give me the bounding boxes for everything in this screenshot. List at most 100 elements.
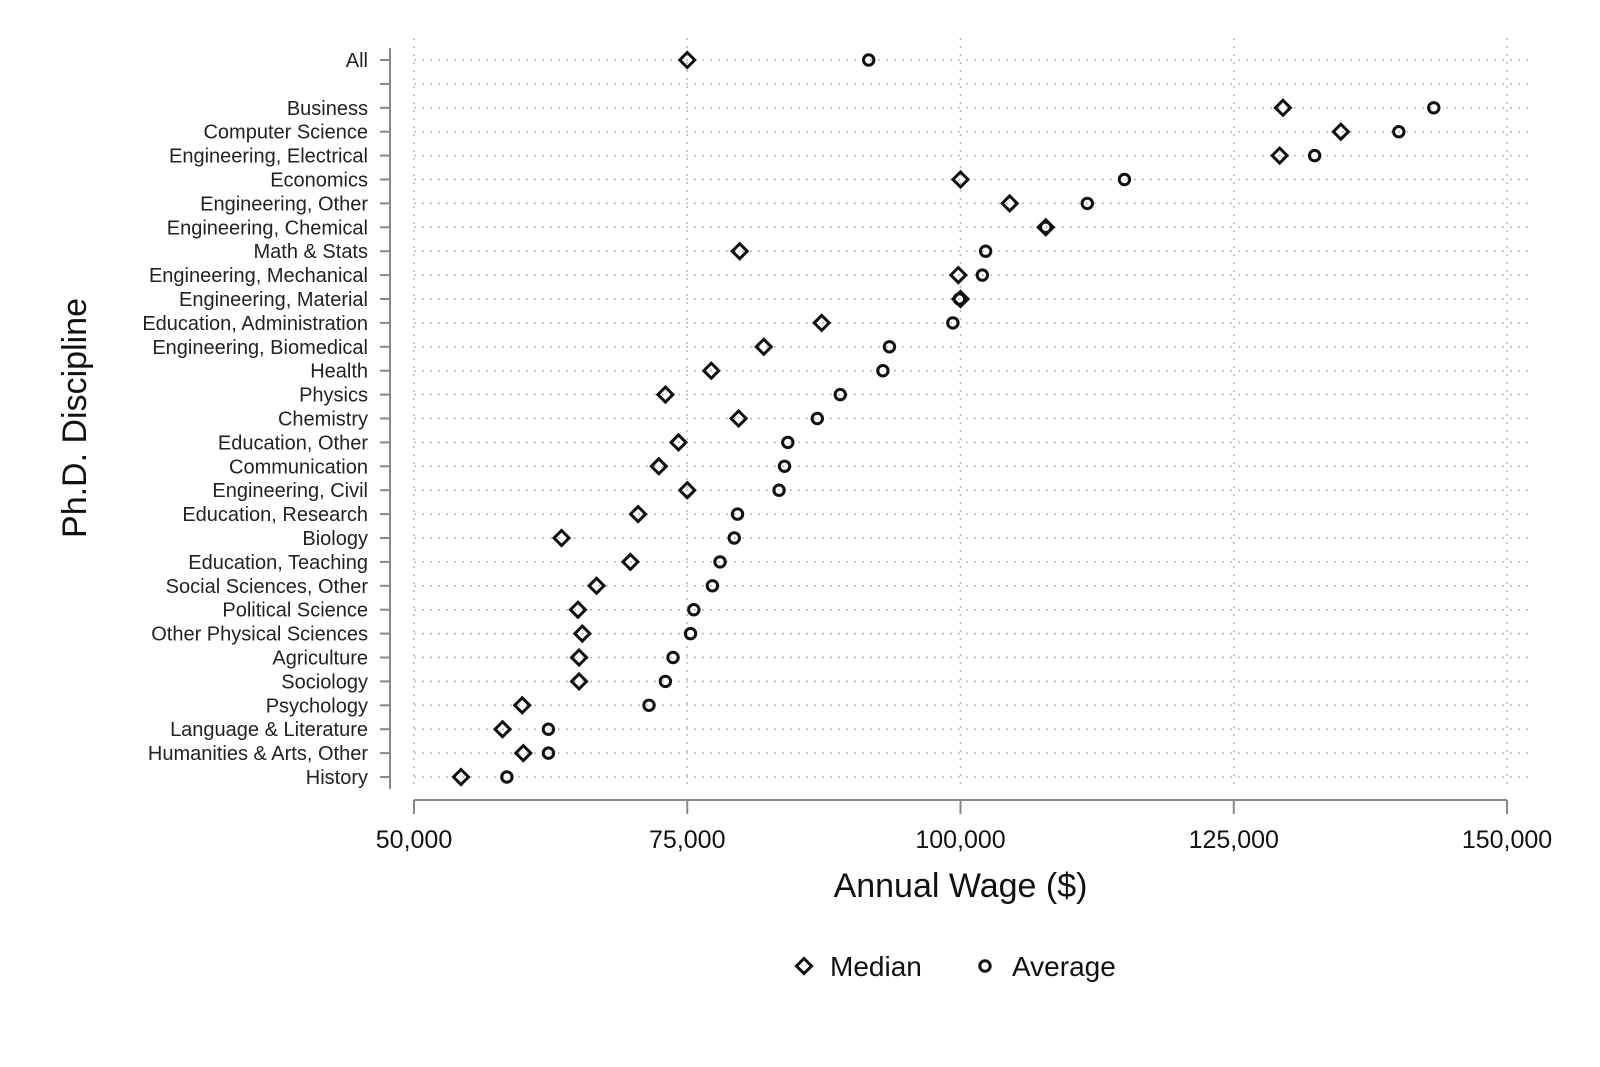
median-point-other-physical-sciences xyxy=(572,623,592,644)
average-point-education-administration xyxy=(946,316,960,330)
median-point-social-sciences-other xyxy=(586,576,607,596)
average-point-social-sciences-other xyxy=(705,579,720,593)
median-point-engineering-other xyxy=(1000,193,1020,214)
median-point-sociology xyxy=(569,671,589,692)
average-point-all xyxy=(861,53,876,67)
median-point-biology xyxy=(551,528,572,548)
average-point-engineering-mechanical xyxy=(975,268,990,282)
category-label-agriculture: Agriculture xyxy=(272,648,368,670)
legend-average-marker xyxy=(978,959,992,973)
category-label-humanities-arts-other: Humanities & Arts, Other xyxy=(148,743,368,765)
median-point-engineering-mechanical xyxy=(948,265,968,285)
median-point-language-literature xyxy=(492,719,513,739)
category-label-history: History xyxy=(306,767,368,789)
category-label-all: All xyxy=(346,50,368,72)
category-label-economics: Economics xyxy=(270,170,368,192)
average-point-psychology xyxy=(642,698,656,712)
median-point-all xyxy=(677,50,697,70)
x-tick-label: 100,000 xyxy=(915,826,1005,854)
grid-lines xyxy=(413,38,1530,786)
legend-median-label: Median xyxy=(830,951,922,982)
category-label-chemistry: Chemistry xyxy=(278,409,368,431)
category-label-education-other: Education, Other xyxy=(218,432,368,454)
x-axis-title: Annual Wage ($) xyxy=(834,867,1088,905)
legend-median-marker xyxy=(794,956,814,976)
median-point-humanities-arts-other xyxy=(513,743,533,763)
average-point-engineering-biomedical xyxy=(882,340,897,354)
average-point-sociology xyxy=(658,674,673,689)
category-label-social-sciences-other: Social Sciences, Other xyxy=(166,576,369,598)
median-point-physics xyxy=(655,384,676,405)
average-point-health xyxy=(876,364,890,378)
median-point-economics xyxy=(950,169,971,190)
data-marks xyxy=(451,50,1441,787)
median-point-health xyxy=(701,361,721,381)
legend: Median Average xyxy=(794,951,1116,982)
median-point-engineering-biomedical xyxy=(754,337,774,357)
category-label-math-stats: Math & Stats xyxy=(254,241,369,263)
category-label-engineering-other: Engineering, Other xyxy=(200,193,368,215)
category-label-sociology: Sociology xyxy=(281,671,368,693)
x-tick-label: 50,000 xyxy=(376,826,452,854)
median-point-business xyxy=(1273,98,1293,118)
median-point-agriculture xyxy=(569,647,589,668)
category-label-political-science: Political Science xyxy=(222,600,368,622)
average-point-education-other xyxy=(781,435,795,450)
category-label-language-literature: Language & Literature xyxy=(170,719,368,741)
category-label-physics: Physics xyxy=(299,385,368,407)
category-label-education-administration: Education, Administration xyxy=(142,313,368,335)
category-label-business: Business xyxy=(287,98,368,120)
average-point-education-teaching xyxy=(713,555,727,569)
category-label-engineering-electrical: Engineering, Electrical xyxy=(169,146,368,168)
median-point-history xyxy=(451,767,471,787)
median-point-education-research xyxy=(628,504,648,524)
axes xyxy=(380,48,1508,814)
x-tick-label: 125,000 xyxy=(1189,826,1279,854)
median-point-engineering-civil xyxy=(677,480,697,500)
average-point-engineering-chemical xyxy=(1039,220,1053,235)
average-point-education-research xyxy=(730,507,745,521)
category-label-health: Health xyxy=(310,361,368,383)
average-point-economics xyxy=(1117,172,1132,187)
category-label-education-teaching: Education, Teaching xyxy=(188,552,368,574)
average-point-chemistry xyxy=(810,411,825,426)
x-tick-label: 75,000 xyxy=(649,826,725,854)
average-point-physics xyxy=(833,387,847,402)
median-point-psychology xyxy=(512,695,532,715)
x-tick-labels: 50,000 75,000 100,000 125,000 150,000 xyxy=(376,826,1552,854)
average-point-agriculture xyxy=(666,650,680,665)
average-point-engineering-material xyxy=(952,292,967,306)
average-point-engineering-civil xyxy=(772,483,786,497)
median-point-chemistry xyxy=(728,408,749,429)
average-point-history xyxy=(500,770,514,784)
average-point-engineering-electrical xyxy=(1307,148,1322,163)
average-point-biology xyxy=(727,531,741,545)
category-label-engineering-biomedical: Engineering, Biomedical xyxy=(152,337,368,359)
category-label-education-research: Education, Research xyxy=(182,504,368,526)
average-point-political-science xyxy=(687,603,701,617)
category-label-engineering-civil: Engineering, Civil xyxy=(212,480,368,502)
category-label-communication: Communication xyxy=(229,456,368,478)
median-point-communication xyxy=(649,456,669,476)
category-label-computer-science: Computer Science xyxy=(203,122,368,144)
median-point-political-science xyxy=(568,600,588,620)
category-label-biology: Biology xyxy=(302,528,368,550)
category-label-psychology: Psychology xyxy=(266,695,368,717)
average-point-computer-science xyxy=(1392,125,1406,139)
y-axis-title: Ph.D. Discipline xyxy=(56,298,94,538)
median-point-education-teaching xyxy=(620,552,641,572)
median-point-computer-science xyxy=(1331,122,1351,142)
category-label-engineering-material: Engineering, Material xyxy=(179,289,368,311)
category-label-other-physical-sciences: Other Physical Sciences xyxy=(151,624,368,646)
average-point-math-stats xyxy=(978,244,993,258)
legend-average-label: Average xyxy=(1012,951,1116,982)
average-point-humanities-arts-other xyxy=(541,746,556,760)
median-point-engineering-electrical xyxy=(1270,145,1290,166)
average-point-communication xyxy=(777,459,792,473)
average-point-engineering-other xyxy=(1080,196,1094,211)
average-point-language-literature xyxy=(541,722,556,736)
x-tick-label: 150,000 xyxy=(1462,826,1552,854)
average-point-business xyxy=(1427,101,1441,115)
median-point-education-other xyxy=(668,432,689,453)
